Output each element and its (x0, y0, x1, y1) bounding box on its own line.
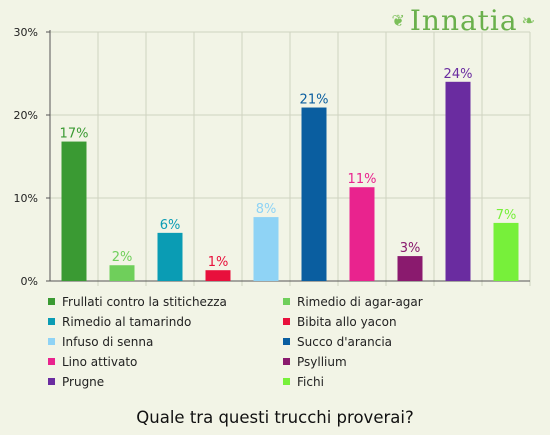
legend-item: Lino attivato (48, 354, 283, 369)
legend-label: Bibita allo yacon (297, 314, 397, 329)
bar (205, 270, 231, 281)
data-label: 1% (208, 255, 229, 270)
legend-label: Frullati contro la stitichezza (62, 294, 227, 309)
data-label: 11% (348, 172, 377, 187)
bar (493, 222, 519, 281)
legend-item: Infuso di senna (48, 334, 283, 349)
legend-label: Succo d'arancia (297, 334, 393, 349)
legend-item: Rimedio di agar-agar (283, 294, 518, 309)
poll-question: Quale tra questi trucchi proverai? (136, 408, 414, 427)
legend-item: Psyllium (283, 354, 518, 369)
legend-swatch (283, 298, 290, 305)
legend-item: Rimedio al tamarindo (48, 314, 283, 329)
bars (61, 81, 519, 281)
legend-label: Prugne (62, 374, 105, 389)
data-label: 17% (60, 127, 89, 142)
y-tick-label: 10% (14, 192, 38, 205)
data-label: 21% (300, 93, 329, 108)
legend-label: Fichi (297, 374, 324, 389)
y-tick-label: 20% (14, 109, 38, 122)
legend-item: Bibita allo yacon (283, 314, 518, 329)
bar (397, 256, 423, 281)
bar (109, 265, 135, 281)
legend-item: Fichi (283, 374, 518, 389)
legend-swatch (283, 378, 290, 385)
bar (253, 217, 279, 281)
y-tick-labels: 0% 10% 20% 30% (14, 26, 38, 288)
legend-item: Succo d'arancia (283, 334, 518, 349)
data-label: 24% (444, 67, 473, 82)
leaf-right-icon: ❧ (521, 11, 536, 30)
bar (61, 141, 87, 281)
y-tick-label: 30% (14, 26, 38, 39)
legend-swatch (283, 338, 290, 345)
data-label: 3% (400, 241, 421, 256)
legend-swatch (48, 298, 55, 305)
legend-label: Infuso di senna (62, 334, 154, 349)
legend-label: Psyllium (297, 354, 347, 369)
legend-swatch (48, 378, 55, 385)
legend-swatch (283, 358, 290, 365)
legend-swatch (48, 358, 55, 365)
legend-label: Rimedio di agar-agar (297, 294, 423, 309)
leaf-left-icon: ❦ (391, 11, 406, 30)
data-label: 2% (112, 250, 133, 265)
logo-text: Innatia (409, 4, 518, 37)
bar (445, 81, 471, 281)
chart-legend: Frullati contro la stitichezza Rimedio di… (48, 294, 528, 389)
data-label: 6% (160, 218, 181, 233)
legend-label: Rimedio al tamarindo (62, 314, 192, 329)
legend-label: Lino attivato (62, 354, 138, 369)
bar (157, 232, 183, 281)
y-tick-label: 0% (21, 275, 38, 288)
legend-swatch (48, 318, 55, 325)
data-labels: 17% 2% 6% 1% 8% 21% 11% 3% 24% 7% (60, 67, 517, 270)
legend-swatch (283, 318, 290, 325)
legend-item: Frullati contro la stitichezza (48, 294, 283, 309)
data-label: 7% (496, 208, 517, 223)
bar (349, 187, 375, 281)
bar (301, 107, 327, 281)
grid-lines (50, 31, 531, 286)
legend-swatch (48, 338, 55, 345)
legend-item: Prugne (48, 374, 283, 389)
data-label: 8% (256, 202, 277, 217)
innatia-logo: ❦ Innatia ❧ (387, 4, 540, 37)
